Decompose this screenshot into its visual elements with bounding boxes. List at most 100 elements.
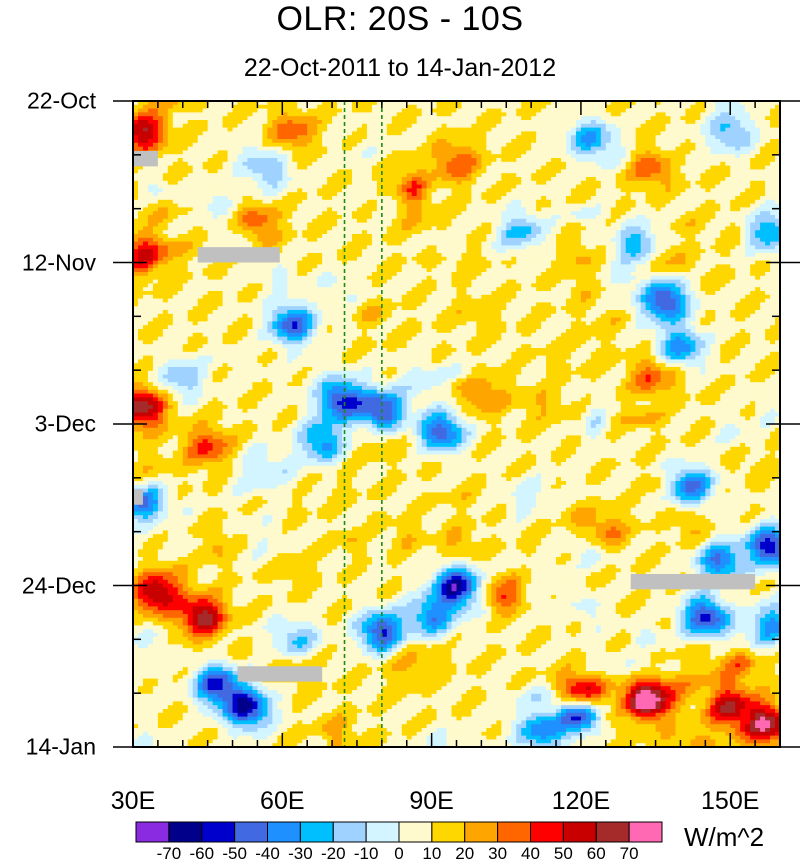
olr-cell [685,173,692,178]
olr-cell [600,241,607,246]
olr-cell [765,188,771,193]
olr-cell [625,104,632,110]
olr-cell [361,131,368,136]
olr-cell [605,142,612,148]
olr-cell [680,241,687,246]
olr-cell [162,184,169,189]
olr-cell [391,142,398,148]
olr-cell [287,218,293,224]
olr-cell [297,116,303,121]
olr-cell [595,188,602,193]
olr-cell [172,215,179,220]
olr-cell [307,245,313,250]
olr-cell [347,123,353,129]
olr-cell [750,139,756,144]
olr-cell [222,142,229,148]
olr-cell [610,158,617,163]
olr-cell [327,218,333,224]
olr-cell [536,123,542,129]
olr-cell [486,218,492,224]
olr-cell [282,158,288,163]
olr-cell [700,184,706,189]
olr-cell [665,188,672,193]
olr-cell [580,108,587,113]
olr-cell [401,192,408,197]
olr-cell [580,150,587,155]
olr-cell [620,101,627,106]
olr-cell [411,146,418,151]
olr-cell [516,135,522,140]
olr-cell [551,142,557,148]
olr-cell [322,158,328,163]
olr-cell [506,135,512,140]
olr-cell [257,188,263,193]
olr-cell [187,173,194,178]
olr-cell [486,169,492,174]
olr-cell [531,173,537,178]
olr-cell [277,108,283,113]
olr-cell [620,146,627,151]
olr-cell [227,218,234,224]
olr-cell [376,245,383,250]
olr-cell [765,203,771,208]
olr-cell [187,222,194,227]
olr-cell [561,135,567,140]
olr-cell [192,207,199,212]
olr-cell [585,207,592,212]
olr-cell [356,215,363,220]
olr-cell [212,158,219,163]
olr-cell [725,226,731,231]
olr-cell [765,192,771,197]
olr-cell [476,173,482,178]
olr-cell [595,161,602,167]
olr-cell [237,199,244,205]
olr-cell [431,237,438,243]
olr-cell [595,234,602,239]
olr-cell [137,222,144,227]
olr-cell [765,154,771,159]
olr-cell [401,165,408,170]
olr-cell [600,112,607,117]
olr-cell [152,245,159,250]
olr-cell [665,154,672,159]
olr-cell [496,146,502,151]
olr-cell [187,131,194,136]
olr-cell [451,101,458,106]
olr-cell [710,169,716,174]
olr-cell [411,169,418,174]
olr-cell [177,139,184,144]
olr-cell [715,104,721,110]
olr-cell [521,173,527,178]
olr-cell [516,173,522,178]
olr-cell [142,218,149,224]
olr-cell [760,116,766,121]
olr-cell [277,177,283,182]
olr-cell [541,112,547,117]
olr-cell [431,104,438,110]
olr-cell [391,230,398,235]
olr-cell [197,150,204,155]
olr-cell [620,116,627,121]
olr-cell [396,196,403,201]
olr-cell [715,154,721,159]
olr-cell [197,169,204,174]
olr-cell [456,101,463,106]
olr-cell [760,218,766,224]
olr-cell [705,222,711,227]
olr-cell [551,180,557,186]
olr-cell [715,169,721,174]
olr-cell [426,199,433,205]
olr-cell [690,173,696,178]
olr-cell [575,199,582,205]
olr-cell [775,142,780,148]
olr-cell [531,112,537,117]
olr-cell [630,241,637,246]
olr-cell [690,108,696,113]
olr-cell [670,215,677,220]
olr-cell [740,241,746,246]
olr-cell [501,207,507,212]
olr-cell [650,196,657,201]
olr-cell [187,154,194,159]
olr-cell [675,222,682,227]
olr-cell [376,199,383,205]
